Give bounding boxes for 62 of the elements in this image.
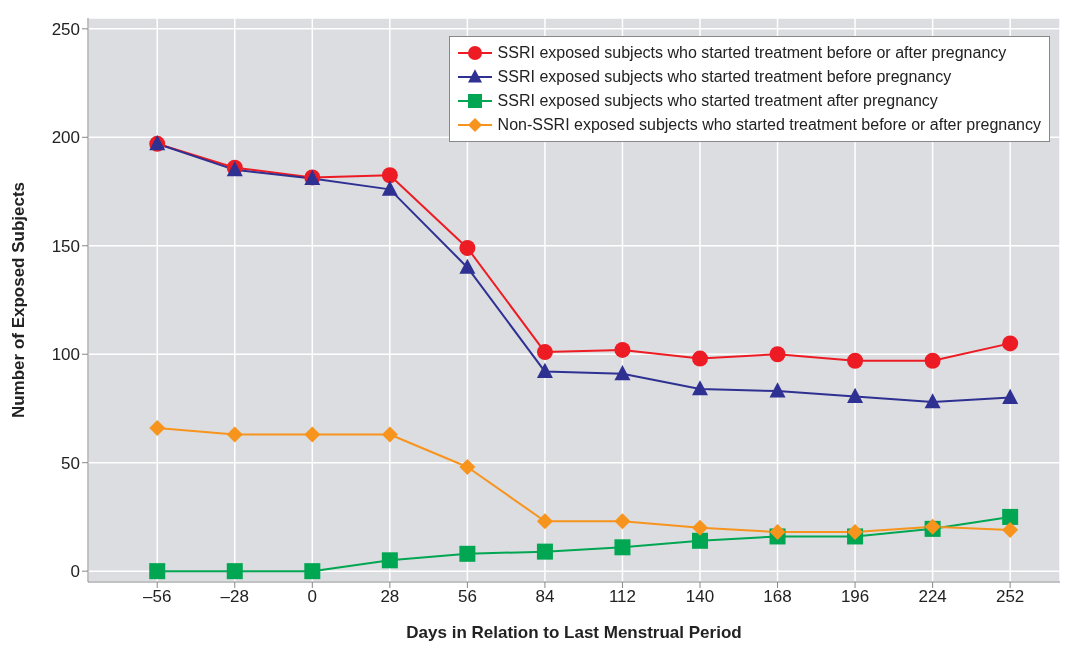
point — [536, 362, 553, 378]
point — [692, 519, 708, 536]
point — [149, 563, 166, 580]
point — [769, 382, 786, 398]
x-tick-label: 84 — [535, 587, 555, 607]
point — [614, 539, 631, 556]
point — [1002, 388, 1019, 405]
x-tick-label: –28 — [220, 587, 249, 607]
x-tick-label: 28 — [380, 587, 400, 607]
legend-label: SSRI exposed subjects who started treatment before or after pregnancy — [497, 43, 1007, 63]
x-tick-label: 56 — [457, 587, 477, 607]
x-tick-label: 168 — [763, 587, 792, 607]
x-tick-label: 252 — [995, 587, 1025, 607]
point — [381, 552, 398, 569]
x-axis-title: Days in Relation to Last Menstrual Period — [406, 623, 742, 642]
point — [381, 180, 398, 196]
point — [149, 419, 166, 436]
point — [381, 426, 398, 443]
legend-label: SSRI exposed subjects who started treatment before pregnancy — [497, 67, 952, 87]
point — [226, 426, 243, 443]
point — [459, 545, 476, 562]
point — [226, 563, 243, 580]
y-tick-label: 150 — [51, 236, 80, 256]
point — [614, 341, 631, 358]
point — [847, 524, 864, 541]
legend-label: SSRI exposed subjects who started treatment after pregnancy — [497, 91, 938, 111]
y-tick-label: 200 — [51, 128, 80, 148]
point — [536, 513, 553, 530]
point — [1002, 335, 1019, 352]
x-tick-label: 0 — [307, 587, 318, 607]
point — [459, 459, 476, 476]
y-tick-label: 50 — [61, 453, 80, 473]
x-tick-label: 112 — [608, 587, 637, 607]
point — [692, 532, 708, 549]
x-tick-label: 196 — [840, 587, 870, 607]
point — [304, 426, 321, 443]
point — [692, 350, 708, 367]
x-tick-label: 140 — [685, 587, 715, 607]
point — [304, 563, 321, 580]
legend-label: Non-SSRI exposed subjects who started treatment before or after pregnancy — [497, 115, 1041, 135]
x-tick-label: –56 — [143, 587, 172, 607]
point — [381, 167, 398, 184]
point — [769, 524, 786, 541]
point — [614, 513, 631, 530]
point — [847, 352, 864, 369]
y-tick-label: 0 — [70, 562, 80, 582]
y-axis-title: Number of Exposed Subjects — [9, 181, 29, 419]
y-tick-label: 250 — [51, 19, 80, 39]
x-tick-label: 224 — [918, 587, 947, 607]
point — [1002, 508, 1019, 525]
point — [614, 364, 631, 381]
point — [924, 352, 941, 369]
y-tick-label: 100 — [51, 345, 80, 365]
point — [769, 346, 786, 363]
point — [459, 258, 476, 274]
point — [536, 344, 553, 361]
point — [459, 239, 476, 256]
point — [924, 393, 941, 409]
point — [692, 380, 708, 396]
point — [1002, 521, 1019, 538]
point — [847, 387, 864, 403]
point — [536, 543, 553, 560]
